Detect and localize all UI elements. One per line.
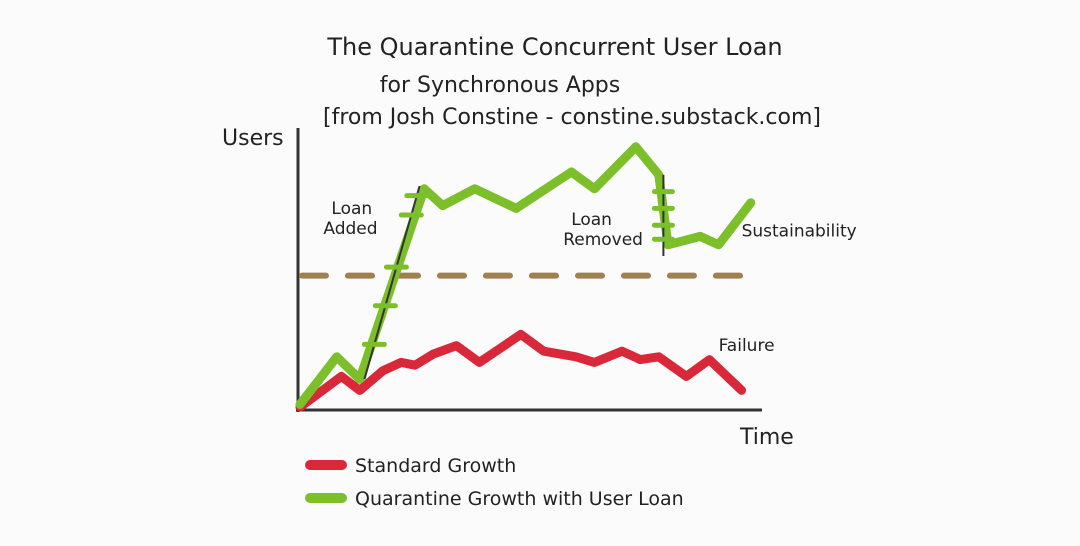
annotation-failure: Failure — [719, 336, 775, 356]
loan-added-line — [363, 185, 421, 380]
series-line-quarantine — [295, 142, 756, 409]
legend: Standard Growth Quarantine Growth with U… — [305, 455, 684, 510]
x-axis-label: Time — [739, 425, 794, 450]
legend-label-standard: Standard Growth — [355, 455, 516, 477]
title-line-2: for Synchronous Apps — [380, 73, 620, 98]
legend-label-quarantine: Quarantine Growth with User Loan — [355, 488, 684, 510]
annotation-sustainability: Sustainability — [742, 221, 857, 241]
annotation-loan-added: Loan Added — [323, 199, 377, 239]
y-axis-label: Users — [222, 126, 284, 151]
series-line-standard — [295, 329, 747, 412]
title-line-1: The Quarantine Concurrent User Loan — [326, 33, 782, 61]
chart-title: The Quarantine Concurrent User Loan for … — [323, 33, 821, 130]
title-line-3: [from Josh Constine - constine.substack.… — [323, 105, 821, 130]
annotation-loan-removed: Loan Removed — [563, 210, 643, 250]
